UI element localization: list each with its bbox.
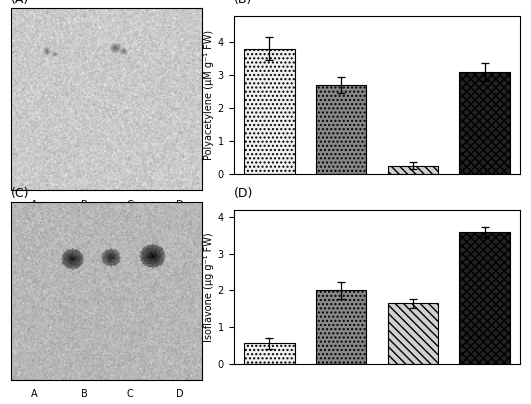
Bar bbox=[244, 343, 295, 364]
Bar bbox=[316, 290, 366, 364]
Bar bbox=[316, 85, 366, 174]
Bar bbox=[388, 303, 438, 364]
Bar bbox=[388, 166, 438, 174]
Y-axis label: Polyacetylene (μM g⁻¹ FW): Polyacetylene (μM g⁻¹ FW) bbox=[203, 30, 213, 160]
Bar bbox=[244, 49, 295, 174]
Bar bbox=[459, 72, 510, 174]
Text: (B): (B) bbox=[234, 0, 252, 6]
Text: (D): (D) bbox=[234, 187, 253, 200]
Text: (C): (C) bbox=[11, 187, 29, 200]
Y-axis label: Isoflavone (μg g⁻¹ FW): Isoflavone (μg g⁻¹ FW) bbox=[203, 232, 213, 342]
Bar bbox=[459, 232, 510, 364]
Text: (A): (A) bbox=[11, 0, 29, 6]
